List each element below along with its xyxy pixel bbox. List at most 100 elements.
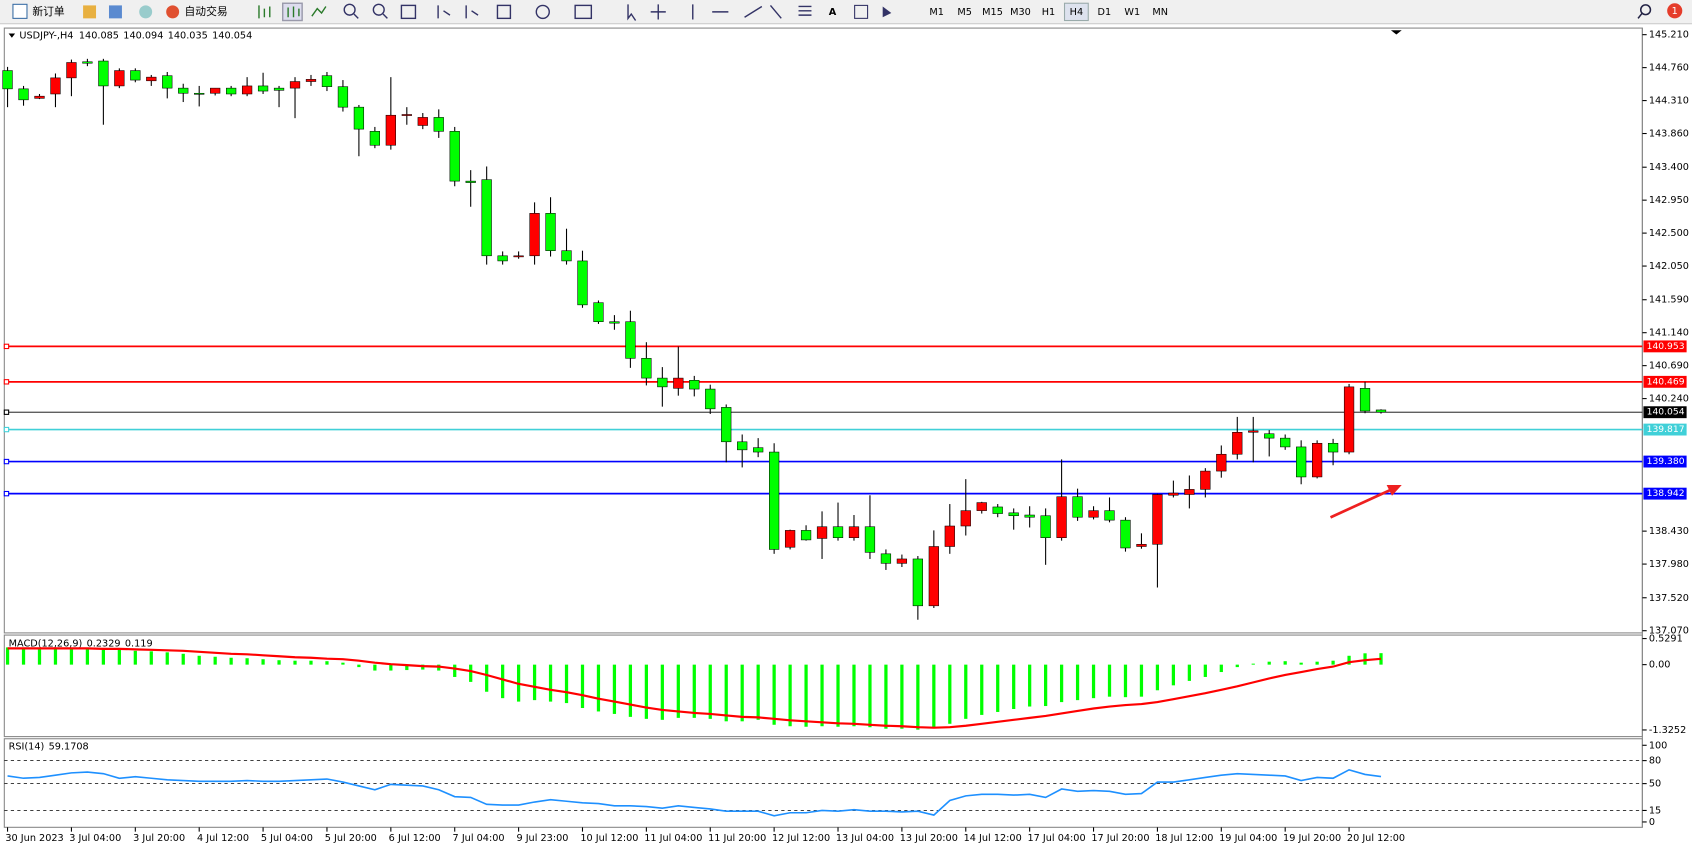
icon[interactable] (1639, 4, 1652, 16)
candle-body (98, 60, 109, 87)
icon[interactable] (627, 4, 637, 21)
candle-body (545, 213, 556, 251)
macd-bar (948, 664, 952, 724)
macd-bar (1091, 664, 1096, 699)
timeframe-button[interactable]: M30 (1010, 7, 1031, 18)
macd-bar (1012, 664, 1016, 709)
icon[interactable] (311, 6, 327, 17)
icon[interactable] (372, 3, 385, 16)
icon[interactable] (382, 13, 388, 19)
candle-body (321, 75, 333, 87)
timeframe-button[interactable]: M1 (929, 7, 944, 18)
candle-body (34, 95, 45, 99)
macd-bar (293, 660, 297, 665)
y-tick-label: 100 (1649, 740, 1668, 751)
icon[interactable] (437, 5, 479, 19)
chart-shift-marker (1390, 30, 1402, 35)
y-tick-label: 0.5291 (1649, 634, 1683, 645)
macd-bar (932, 664, 936, 728)
candle-body (800, 530, 812, 541)
candle-body (625, 321, 636, 359)
icon[interactable] (258, 5, 271, 19)
macd-value: 0.2329 (87, 639, 121, 650)
candle-body (18, 88, 29, 101)
icon[interactable] (535, 4, 550, 20)
macd-bar (916, 664, 920, 730)
timeframe-button[interactable]: M15 (982, 7, 1003, 18)
notification-badge[interactable] (1667, 3, 1683, 19)
icon[interactable] (1637, 12, 1643, 19)
candle-body (593, 302, 604, 322)
y-tick-label: -1.3252 (1649, 725, 1686, 736)
rsi-value: 59.1708 (49, 741, 89, 752)
macd-bar (229, 657, 233, 665)
zoom-icons[interactable] (343, 3, 812, 21)
level-label-box (1643, 375, 1687, 388)
macd-bar (596, 664, 601, 712)
candle-body (832, 526, 844, 538)
close: 140.054 (212, 31, 252, 42)
chart-type-icons[interactable] (258, 2, 327, 22)
timeframe-button[interactable]: H4 (1070, 7, 1083, 18)
x-tick-label: 17 Jul 04:00 (1028, 833, 1086, 844)
timeframe-button[interactable]: D1 (1098, 7, 1112, 18)
macd-bar (1155, 664, 1160, 691)
x-tick-label: 14 Jul 12:00 (964, 833, 1022, 844)
candle-body (162, 75, 173, 89)
level-handle (3, 379, 10, 385)
icon[interactable] (287, 6, 300, 18)
search-icon[interactable] (1637, 4, 1652, 19)
new-order-button[interactable]: 新订单 (12, 3, 65, 19)
icon[interactable] (108, 5, 122, 19)
candle-body (1168, 492, 1179, 496)
icon[interactable] (882, 6, 892, 18)
candle-body (1216, 453, 1227, 472)
candle-body (1040, 515, 1051, 538)
timeframe-button[interactable]: H1 (1042, 7, 1055, 18)
macd-bar (1139, 664, 1144, 697)
candle-body (928, 546, 939, 607)
level-label-box (1643, 406, 1687, 419)
icon[interactable] (650, 4, 812, 20)
x-tick-label: 11 Jul 04:00 (644, 833, 702, 844)
x-tick-label: 3 Jul 20:00 (133, 833, 185, 844)
y-tick-label: 140.690 (1649, 361, 1689, 372)
icon[interactable] (854, 4, 869, 19)
macd-bar (788, 664, 792, 727)
macd-bar (1267, 661, 1271, 665)
macd-bar (612, 664, 617, 714)
x-tick-label: 13 Jul 20:00 (900, 833, 958, 844)
macd-bar (405, 664, 409, 671)
timeframe-button[interactable]: MN (1152, 7, 1168, 18)
icon[interactable] (353, 13, 359, 19)
candle-body (401, 114, 412, 116)
icon[interactable] (400, 4, 417, 20)
timeframe-button[interactable]: W1 (1124, 7, 1140, 18)
candle-body (2, 70, 13, 90)
timeframe-button[interactable]: M5 (957, 7, 972, 18)
x-tick-label: 11 Jul 20:00 (708, 833, 766, 844)
macd-bar (772, 664, 776, 725)
macd-bar (1187, 664, 1191, 681)
symbol: USDJPY-,H4 (19, 31, 73, 42)
icon[interactable] (496, 4, 512, 20)
y-tick-label: 141.590 (1649, 295, 1689, 306)
candle-body (1343, 386, 1355, 453)
candle-body (417, 117, 428, 126)
candle-body (1120, 519, 1131, 549)
icon[interactable] (343, 3, 356, 16)
candle-body (753, 447, 764, 453)
icon[interactable] (83, 5, 97, 19)
text-tool-icon[interactable]: A (829, 7, 837, 18)
candle-body (289, 81, 301, 89)
x-tick-label: 20 Jul 12:00 (1347, 833, 1405, 844)
icon[interactable] (574, 4, 593, 20)
macd-bar (453, 664, 457, 677)
y-tick-label: 144.310 (1649, 96, 1689, 107)
candle-body (529, 213, 540, 257)
auto-trading-button[interactable]: 自动交易 (166, 5, 228, 19)
icon[interactable] (139, 5, 153, 19)
macd-bar (501, 664, 505, 699)
x-tick-label: 5 Jul 04:00 (261, 833, 313, 844)
